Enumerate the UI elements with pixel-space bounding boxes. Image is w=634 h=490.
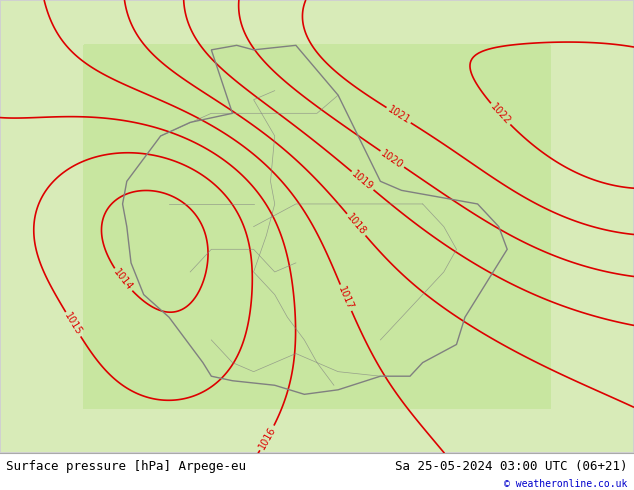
Text: 1014: 1014 — [112, 267, 134, 293]
Text: 1017: 1017 — [337, 285, 355, 311]
Text: © weatheronline.co.uk: © weatheronline.co.uk — [504, 480, 628, 490]
Text: Surface pressure [hPa] Arpege-eu: Surface pressure [hPa] Arpege-eu — [6, 460, 247, 473]
Text: 1020: 1020 — [379, 148, 405, 170]
Text: 1022: 1022 — [488, 101, 512, 126]
Text: 1016: 1016 — [257, 425, 278, 451]
Text: 1015: 1015 — [62, 311, 84, 338]
Text: 1021: 1021 — [385, 104, 411, 126]
Text: Sa 25-05-2024 03:00 UTC (06+21): Sa 25-05-2024 03:00 UTC (06+21) — [395, 460, 628, 473]
Text: 1018: 1018 — [344, 212, 368, 237]
Text: 1019: 1019 — [350, 169, 375, 193]
